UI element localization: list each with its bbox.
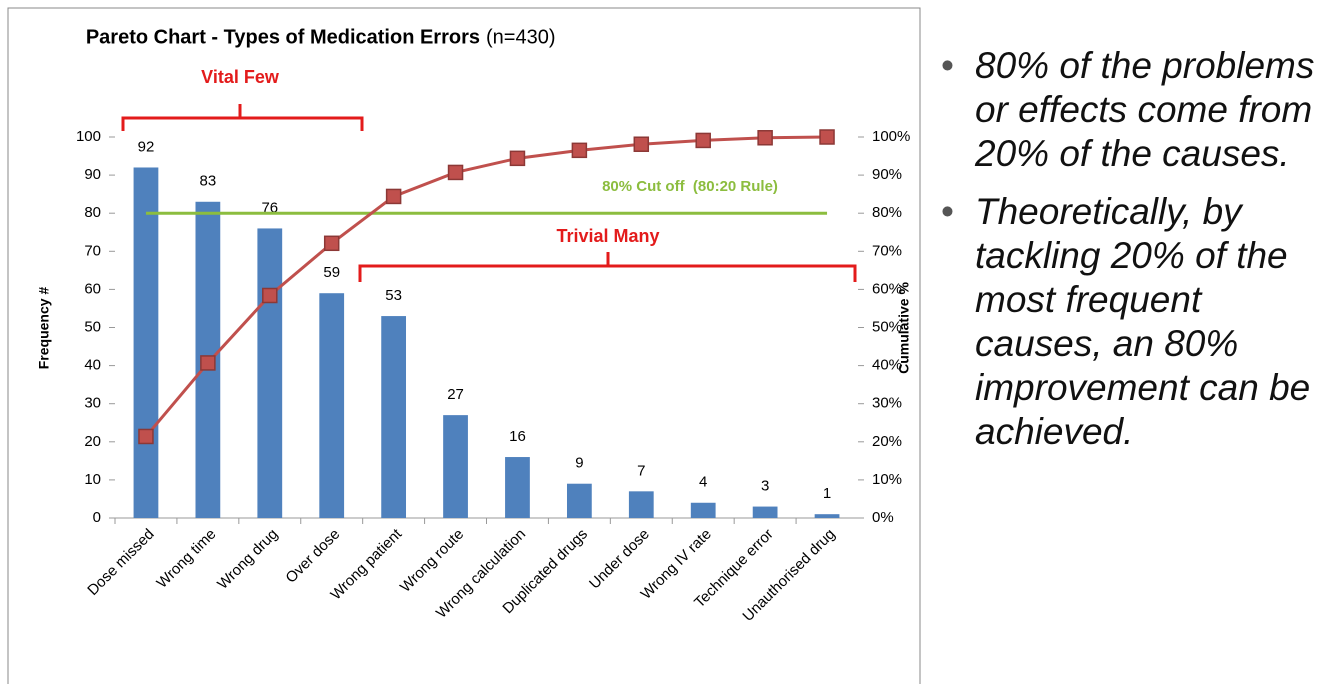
chart: Pareto Chart - Types of Medication Error… xyxy=(7,7,921,684)
data-label: 4 xyxy=(699,474,707,491)
data-label: 1 xyxy=(823,485,831,502)
bar xyxy=(443,415,468,518)
line-marker xyxy=(447,164,464,181)
data-label: 3 xyxy=(761,478,769,495)
line-marker xyxy=(757,130,773,146)
cutoff-label: 80% Cut off (80:20 Rule) xyxy=(602,178,778,195)
data-label: 83 xyxy=(200,173,217,190)
bar xyxy=(319,293,345,518)
chart-subtitle: (n=430) xyxy=(486,26,556,48)
y-tick-label: 50 xyxy=(84,318,101,335)
y2-tick-label: 40% xyxy=(872,357,902,374)
line-marker xyxy=(138,428,154,445)
y2-tick-label: 30% xyxy=(872,395,902,412)
data-label: 92 xyxy=(138,138,155,155)
x-tick-label: Dose missed xyxy=(84,526,157,599)
y2-tick-label: 50% xyxy=(872,318,902,335)
note: 80% of the problems or effects come from… xyxy=(935,44,1325,176)
y-tick-label: 100 xyxy=(76,128,101,145)
y-tick-label: 80 xyxy=(84,204,101,221)
bar xyxy=(752,506,778,518)
y-tick-label: 40 xyxy=(84,357,101,374)
y2-tick-label: 100% xyxy=(872,128,910,145)
data-label: 53 xyxy=(385,287,402,304)
annotation: Trivial Many xyxy=(556,226,659,246)
y2-tick-label: 20% xyxy=(872,433,902,450)
chart-title: Pareto Chart - Types of Medication Error… xyxy=(86,26,480,48)
line-marker xyxy=(695,132,711,149)
y2-tick-label: 60% xyxy=(872,280,902,297)
y2-tick-label: 90% xyxy=(872,166,902,183)
x-tick-label: Under dose xyxy=(586,526,653,593)
bar xyxy=(690,502,716,518)
y2-axis-title: Cumulative % xyxy=(896,282,912,374)
data-label: 7 xyxy=(637,462,645,479)
note: Theoretically, by tackling 20% of the mo… xyxy=(935,190,1325,454)
line-marker xyxy=(262,287,278,304)
data-label: 59 xyxy=(323,264,340,281)
y2-tick-label: 70% xyxy=(872,242,902,259)
x-tick-label: Wrong drug xyxy=(214,526,281,593)
trivial-many-bracket xyxy=(358,252,857,282)
data-label: 16 xyxy=(509,428,526,445)
vital-few-bracket xyxy=(121,104,364,131)
bar xyxy=(381,316,407,518)
y-axis-title: Frequency # xyxy=(36,287,52,370)
bar xyxy=(628,491,654,518)
cumulative-line xyxy=(144,135,828,438)
x-tick-label: Wrong time xyxy=(153,526,219,592)
data-label: 27 xyxy=(447,386,464,403)
bar xyxy=(505,457,530,518)
bar xyxy=(133,167,159,519)
y2-tick-label: 80% xyxy=(872,204,902,221)
y-tick-label: 20 xyxy=(84,433,101,450)
y2-tick-label: 10% xyxy=(872,471,902,488)
y-tick-label: 0 xyxy=(93,509,101,526)
bar xyxy=(257,228,283,518)
y2-tick-label: 0% xyxy=(872,509,894,526)
x-tick-label: Over dose xyxy=(282,526,343,587)
line-marker xyxy=(200,355,216,371)
line-marker xyxy=(819,129,835,145)
line-marker xyxy=(571,142,588,159)
annotation: Vital Few xyxy=(201,67,280,87)
notes: 80% of the problems or effects come from… xyxy=(935,44,1325,468)
bar xyxy=(814,514,840,518)
line-marker xyxy=(633,136,650,152)
y-tick-label: 70 xyxy=(84,242,101,259)
data-label: 9 xyxy=(575,455,583,472)
y-tick-label: 90 xyxy=(84,166,101,183)
line-marker xyxy=(509,150,526,167)
line-marker xyxy=(385,188,402,205)
y-tick-label: 10 xyxy=(84,471,101,488)
bar xyxy=(566,483,592,518)
line-marker xyxy=(323,235,340,252)
y-tick-label: 30 xyxy=(84,395,101,412)
chart-frame xyxy=(7,7,921,684)
y-tick-label: 60 xyxy=(84,280,101,297)
